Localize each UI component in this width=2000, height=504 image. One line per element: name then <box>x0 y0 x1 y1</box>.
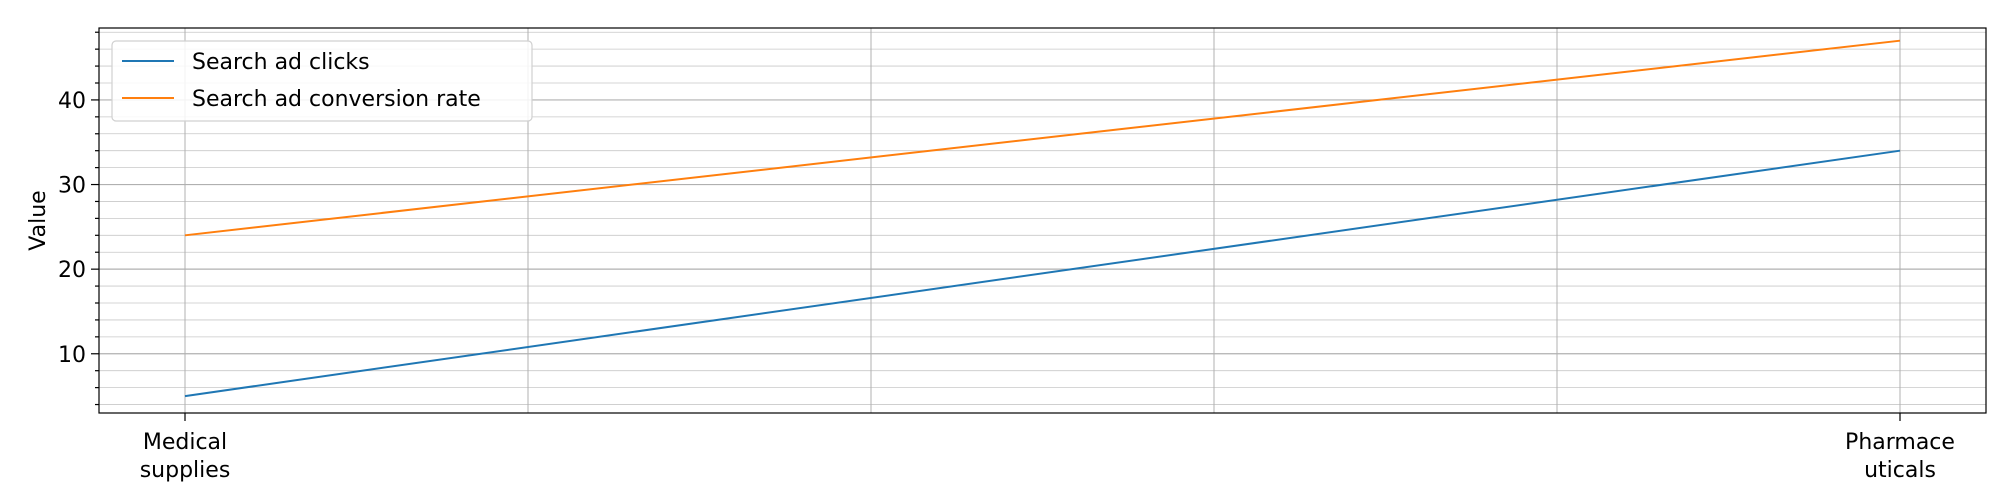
y-tick-label: 20 <box>58 258 86 283</box>
y-tick-label: 10 <box>58 343 86 368</box>
legend: Search ad clicks Search ad conversion rat… <box>112 41 532 121</box>
y-tick-label: 30 <box>58 174 86 199</box>
y-tick-label: 40 <box>58 89 86 114</box>
legend-label-1: Search ad clicks <box>192 50 370 75</box>
series-line-1 <box>185 151 1900 396</box>
legend-label-2: Search ad conversion rate <box>192 87 481 112</box>
y-axis-label: Value <box>26 190 51 250</box>
